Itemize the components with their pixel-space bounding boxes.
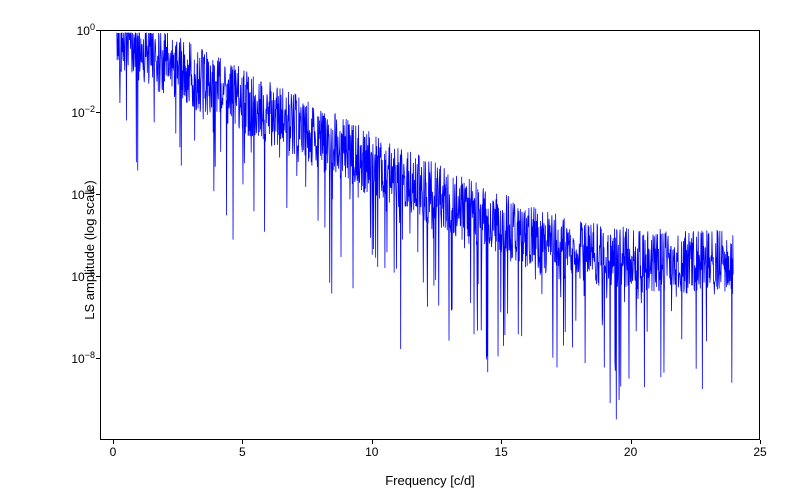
x-tick-label: 10 [365,445,378,459]
figure: LS amplitude (log scale) Frequency [c/d]… [0,0,800,500]
x-tick-label: 0 [110,445,117,459]
x-tick-label: 15 [494,445,507,459]
x-tick [501,440,502,444]
y-tick-label: 10−8 [71,350,95,366]
y-tick-label: 10−2 [71,104,95,120]
y-tick-label: 100 [77,22,95,38]
x-tick-label: 20 [624,445,637,459]
x-tick-label: 5 [239,445,246,459]
y-tick-label: 10−6 [71,268,95,284]
x-axis-label: Frequency [c/d] [100,473,760,488]
x-tick-label: 25 [753,445,766,459]
x-tick [631,440,632,444]
spectrum-line [101,31,759,439]
x-tick [760,440,761,444]
y-tick-label: 10−4 [71,186,95,202]
spectrum-path [116,33,733,419]
x-tick [372,440,373,444]
x-tick [242,440,243,444]
x-tick [113,440,114,444]
plot-area [100,30,760,440]
